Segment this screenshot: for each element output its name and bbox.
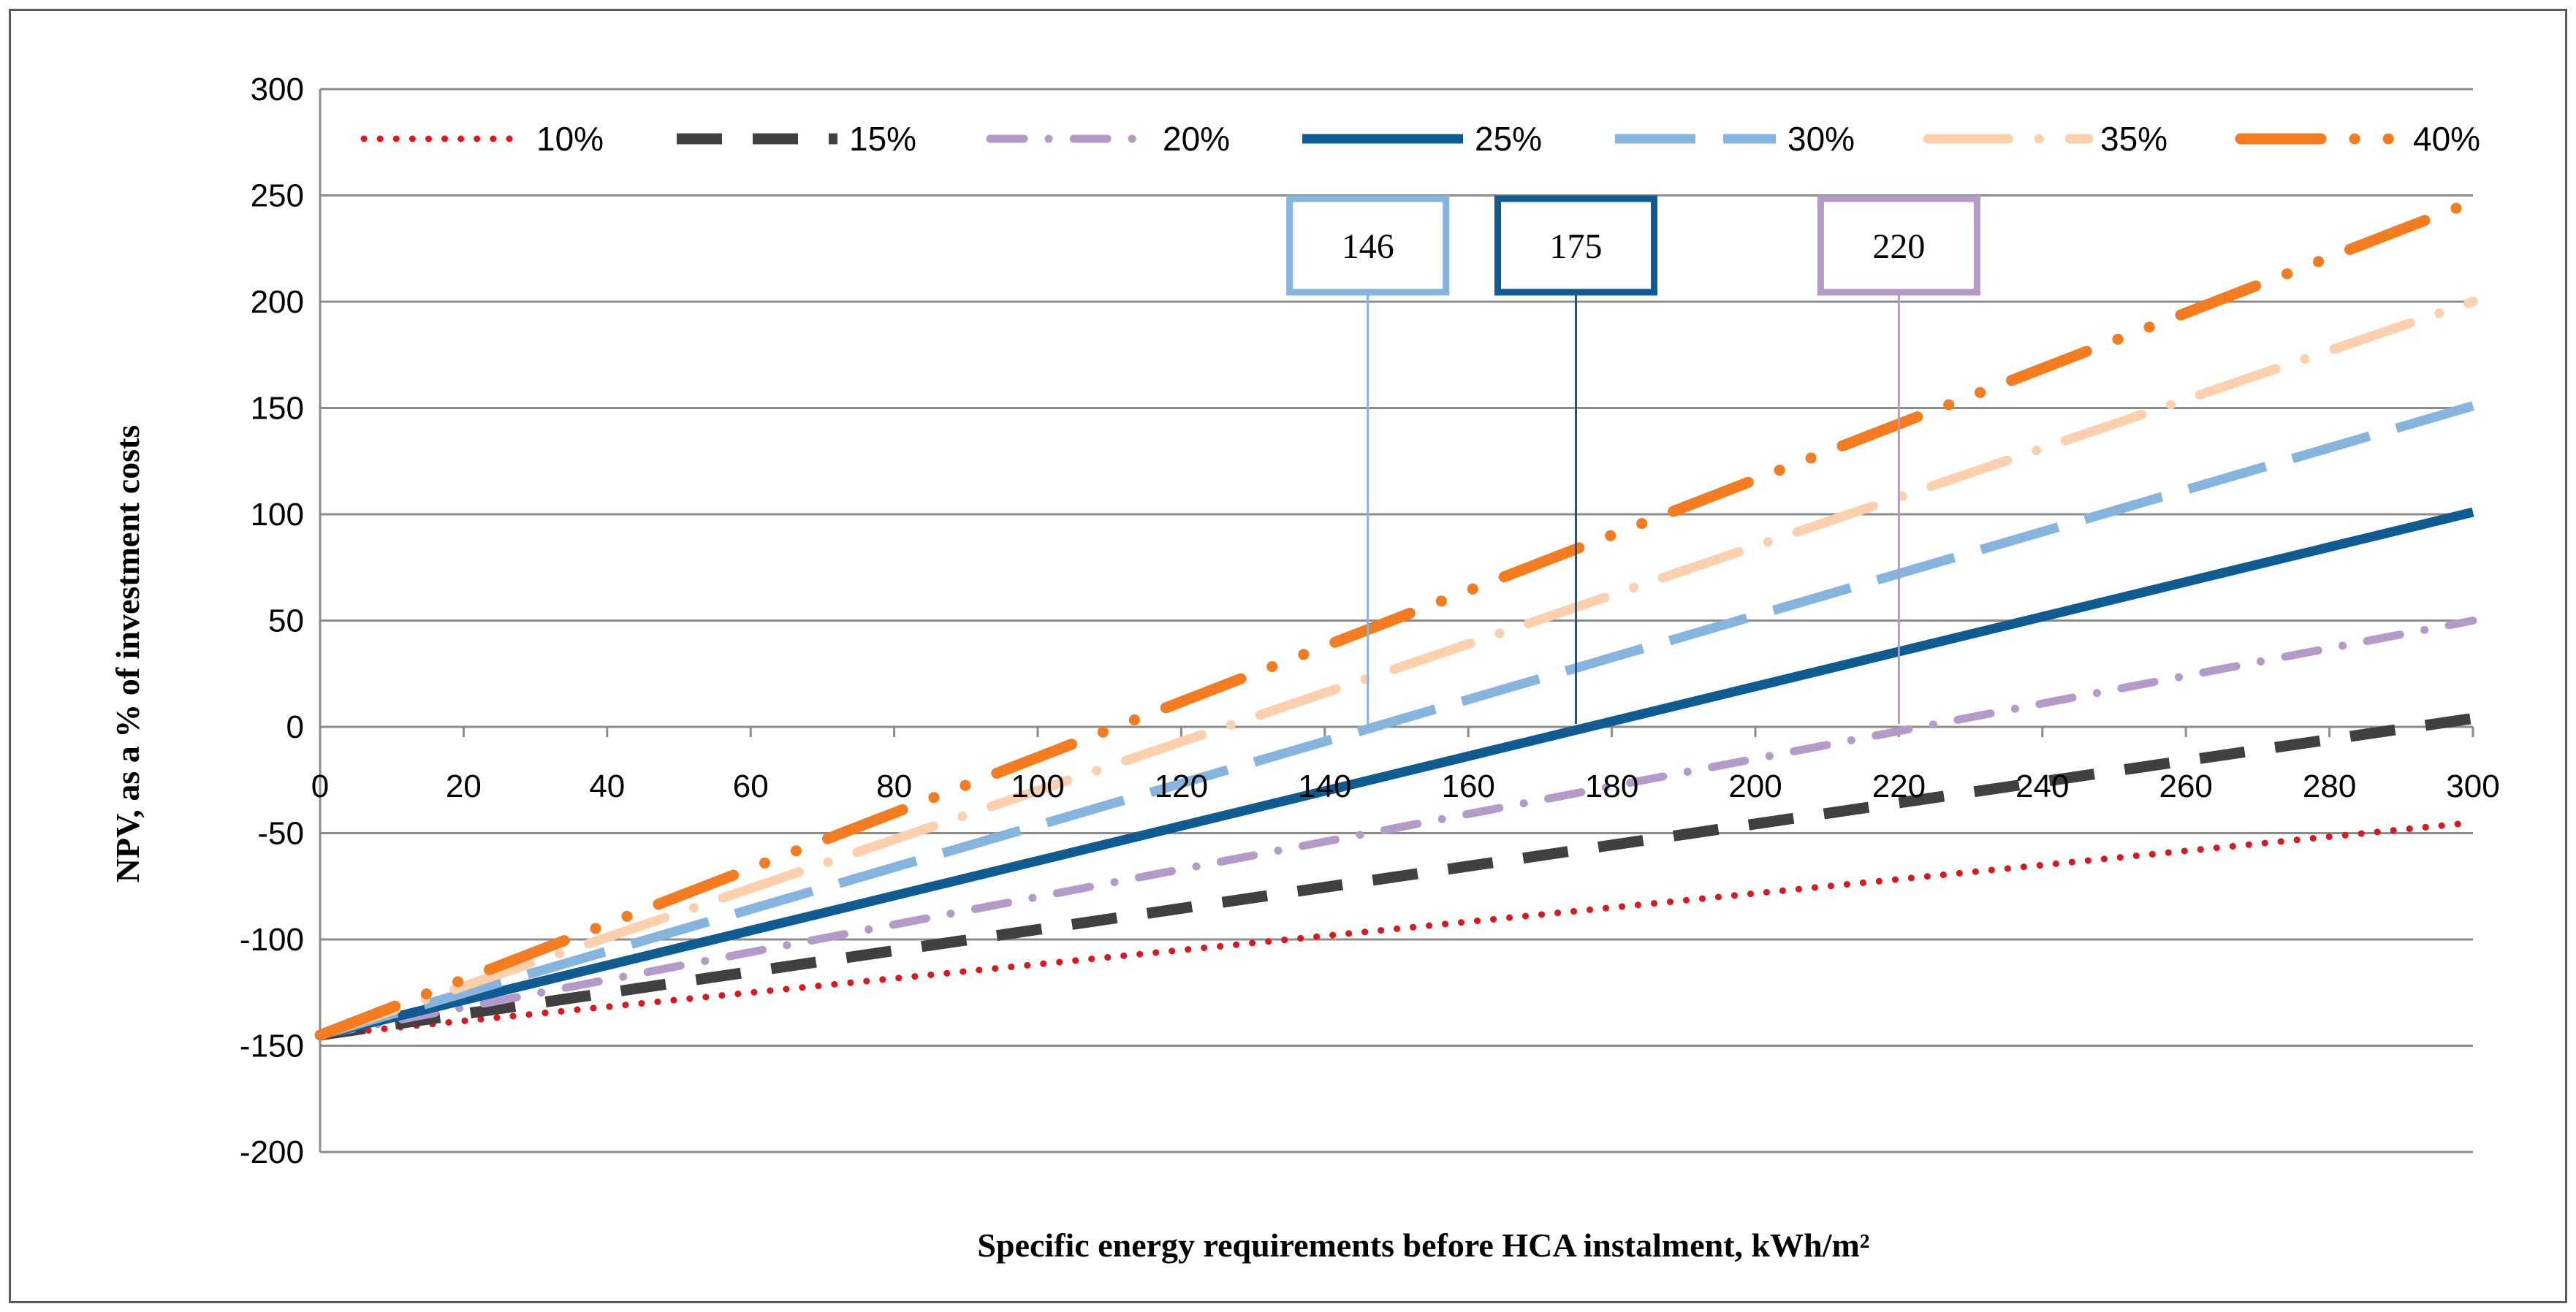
x-axis-title: Specific energy requirements before HCA … <box>977 1227 1869 1264</box>
y-tick-label: 50 <box>268 603 304 639</box>
x-tick-label: 200 <box>1728 768 1782 804</box>
x-tick-label: 140 <box>1298 768 1351 804</box>
y-tick-label: 0 <box>286 709 304 745</box>
series-lines <box>314 196 2479 1041</box>
y-tick-label: -100 <box>240 922 304 958</box>
y-tick-label: -200 <box>240 1134 304 1170</box>
y-tick-label: -150 <box>240 1029 304 1064</box>
series-line-15pct <box>319 712 2474 1041</box>
callout-box-175 <box>1494 195 1657 296</box>
x-tick-label: 260 <box>2159 768 2212 804</box>
x-tick-label: 240 <box>2015 768 2069 804</box>
y-tick-label: -50 <box>257 816 304 852</box>
series-line-30pct <box>319 401 2474 1040</box>
series-line-40pct <box>314 196 2479 1041</box>
y-tick-label: 200 <box>251 284 304 320</box>
legend-label-10pct: 10% <box>536 120 604 158</box>
x-tick-label: 100 <box>1011 768 1064 804</box>
legend-label-15pct: 15% <box>849 120 916 158</box>
y-tick-label: 300 <box>251 72 304 107</box>
legend-label-20pct: 20% <box>1163 120 1230 158</box>
legend-label-25pct: 25% <box>1475 120 1542 158</box>
x-tick-label: 120 <box>1155 768 1208 804</box>
series-line-20pct <box>316 617 2477 1040</box>
x-tick-label: 20 <box>446 768 482 804</box>
y-tick-label: 150 <box>251 391 304 427</box>
axes <box>319 89 2474 1152</box>
callout-label-175: 175 <box>1550 227 1603 266</box>
callout-box-220 <box>1817 195 1980 296</box>
legend-label-35pct: 35% <box>2100 120 2167 158</box>
x-tick-label: 60 <box>733 768 769 804</box>
legend-label-30pct: 30% <box>1787 120 1855 158</box>
series-line-10pct <box>316 819 2477 1039</box>
legend: 10% 15% 20% 25% 30% 35% 40% <box>360 120 2480 158</box>
x-tick-label: 280 <box>2303 768 2356 804</box>
y-tick-label: 250 <box>251 178 304 214</box>
x-tick-label: 180 <box>1585 768 1638 804</box>
x-tick-label: 0 <box>311 768 329 804</box>
x-tick-label: 220 <box>1872 768 1926 804</box>
x-tick-label: 40 <box>589 768 625 804</box>
series-line-25pct <box>319 507 2474 1040</box>
callout-box-146 <box>1286 195 1450 296</box>
series-line-35pct <box>315 297 2478 1040</box>
x-tick-label: 160 <box>1441 768 1494 804</box>
callout-label-220: 220 <box>1872 227 1925 266</box>
callout-label-146: 146 <box>1342 227 1394 266</box>
legend-label-40pct: 40% <box>2413 120 2480 158</box>
x-tick-label: 80 <box>876 768 912 804</box>
annotations: 146 175 220 <box>1286 195 1980 724</box>
y-axis-title: NPV, as a % of investment costs <box>109 425 146 883</box>
y-tick-label: 100 <box>251 497 304 533</box>
x-tick-label: 300 <box>2446 768 2499 804</box>
